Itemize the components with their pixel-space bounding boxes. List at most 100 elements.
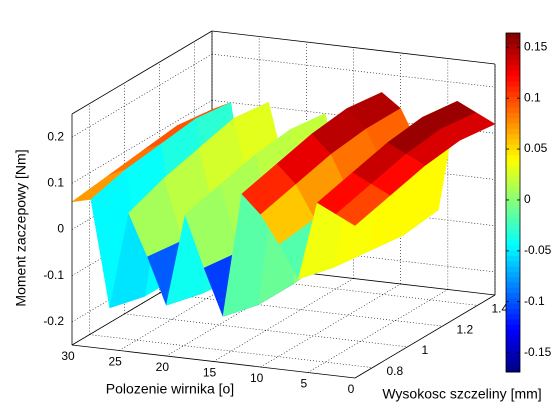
colorbar-swatch — [506, 75, 520, 82]
axis-line — [71, 344, 356, 379]
grid-line — [89, 334, 373, 368]
colorbar-swatch — [506, 112, 520, 119]
colorbar-swatch — [506, 303, 520, 309]
colorbar-frame — [505, 32, 521, 373]
colorbar-tick-label: 0.15 — [524, 39, 548, 53]
colorbar-swatch — [506, 292, 520, 299]
grid-line — [211, 53, 496, 88]
colorbar-swatch — [506, 228, 520, 235]
colorbar-swatch — [506, 350, 520, 357]
colorbar-swatch — [506, 48, 520, 55]
x-tick-label: 5 — [300, 377, 307, 391]
grid-line — [213, 278, 354, 362]
colorbar-tick-label: -0.15 — [524, 345, 552, 359]
colorbar-tick-label: -0.05 — [524, 243, 552, 257]
y-tick-label: 1.2 — [457, 322, 474, 336]
colorbar-swatch — [506, 366, 520, 373]
colorbar-swatch — [506, 59, 520, 66]
z-tick-label: 0 — [57, 222, 64, 236]
box-edge — [71, 30, 213, 115]
colorbar-swatch — [506, 107, 520, 113]
colorbar-swatch — [506, 234, 520, 241]
colorbar-swatch — [506, 170, 520, 177]
y-tick-label: 0.8 — [387, 364, 404, 378]
colorbar-swatch — [506, 340, 520, 347]
grid-line — [211, 192, 496, 226]
colorbar-swatch — [506, 117, 520, 124]
colorbar-swatch — [506, 133, 520, 140]
axis-line — [354, 294, 496, 379]
colorbar-swatch — [506, 144, 520, 151]
colorbar-swatch — [506, 207, 520, 214]
y-axis-label: Wysokosc szczeliny [mm] — [382, 386, 541, 402]
colorbar-swatch — [506, 197, 520, 203]
colorbar-swatch — [506, 313, 520, 320]
colorbar-swatch — [506, 33, 520, 39]
colorbar-swatch — [506, 345, 520, 352]
colorbar-swatch — [506, 80, 520, 87]
grid-line — [71, 100, 213, 184]
colorbar-swatch — [506, 38, 520, 45]
z-tick-label: -0.2 — [43, 314, 64, 328]
colorbar-swatch — [506, 255, 520, 262]
colorbar-swatch — [506, 213, 520, 219]
colorbar-swatch — [506, 239, 520, 246]
colorbar-swatch — [506, 276, 520, 283]
y-tick-label: 1.4 — [492, 302, 509, 316]
grid-line — [307, 289, 448, 373]
colorbar-tick-label: 0.1 — [524, 90, 541, 104]
colorbar-swatch — [506, 218, 520, 225]
colorbar-swatch — [506, 308, 520, 315]
colorbar-swatch — [506, 186, 520, 193]
colorbar-swatch — [506, 165, 520, 172]
x-axis-label: Polozenie wirnika [o] — [106, 381, 234, 397]
grid-line — [71, 53, 213, 138]
colorbar-swatch — [506, 324, 520, 331]
grid-line — [194, 272, 478, 306]
x-tick-label: 30 — [61, 349, 75, 363]
colorbar-swatch — [506, 85, 520, 92]
z-tick-label: 0.2 — [47, 129, 64, 143]
y-tick-label: 1 — [422, 343, 429, 357]
colorbar-swatch — [506, 176, 520, 182]
colorbar-swatch — [506, 250, 520, 256]
x-tick-label: 15 — [203, 366, 217, 380]
z-tick-label: -0.1 — [43, 268, 64, 282]
grid-line — [159, 292, 443, 327]
colorbar-swatch — [506, 160, 520, 166]
colorbar-swatch — [506, 101, 520, 108]
colorbar-swatch — [506, 181, 520, 188]
colorbar-swatch — [506, 287, 520, 294]
colorbar-swatch — [506, 244, 520, 251]
colorbar-swatch — [506, 319, 520, 325]
x-tick-label: 0 — [348, 382, 355, 396]
grid-line — [211, 238, 496, 273]
grid-line — [124, 313, 408, 348]
colorbar-swatch — [506, 281, 520, 288]
colorbar-swatch — [506, 64, 520, 71]
grid-line — [211, 146, 496, 180]
colorbar-swatch — [506, 54, 520, 60]
colorbar-swatch — [506, 128, 520, 135]
x-tick-label: 10 — [250, 371, 264, 385]
colorbar-swatch — [506, 70, 520, 76]
colorbar-swatch — [506, 356, 520, 362]
colorbar-tick-label: -0.1 — [524, 294, 545, 308]
colorbar-swatch — [506, 138, 520, 145]
colorbar-swatch — [506, 334, 520, 341]
colorbar-swatch — [506, 202, 520, 209]
x-tick-label: 20 — [156, 360, 170, 374]
box-edge — [211, 30, 496, 65]
colorbar-tick-label: 0.05 — [524, 141, 548, 155]
colorbar-swatch — [506, 361, 520, 368]
grid-line — [260, 283, 401, 368]
colorbar-swatch — [506, 297, 520, 304]
colorbar-swatch — [506, 96, 520, 103]
colorbar-swatch — [506, 329, 520, 336]
surface-patch — [335, 183, 391, 226]
colorbar-tick-label: 0 — [524, 192, 531, 206]
z-axis-label: Moment zaczepowy [Nm] — [13, 149, 29, 306]
x-tick-label: 25 — [108, 355, 122, 369]
z-tick-label: 0.1 — [47, 175, 64, 189]
